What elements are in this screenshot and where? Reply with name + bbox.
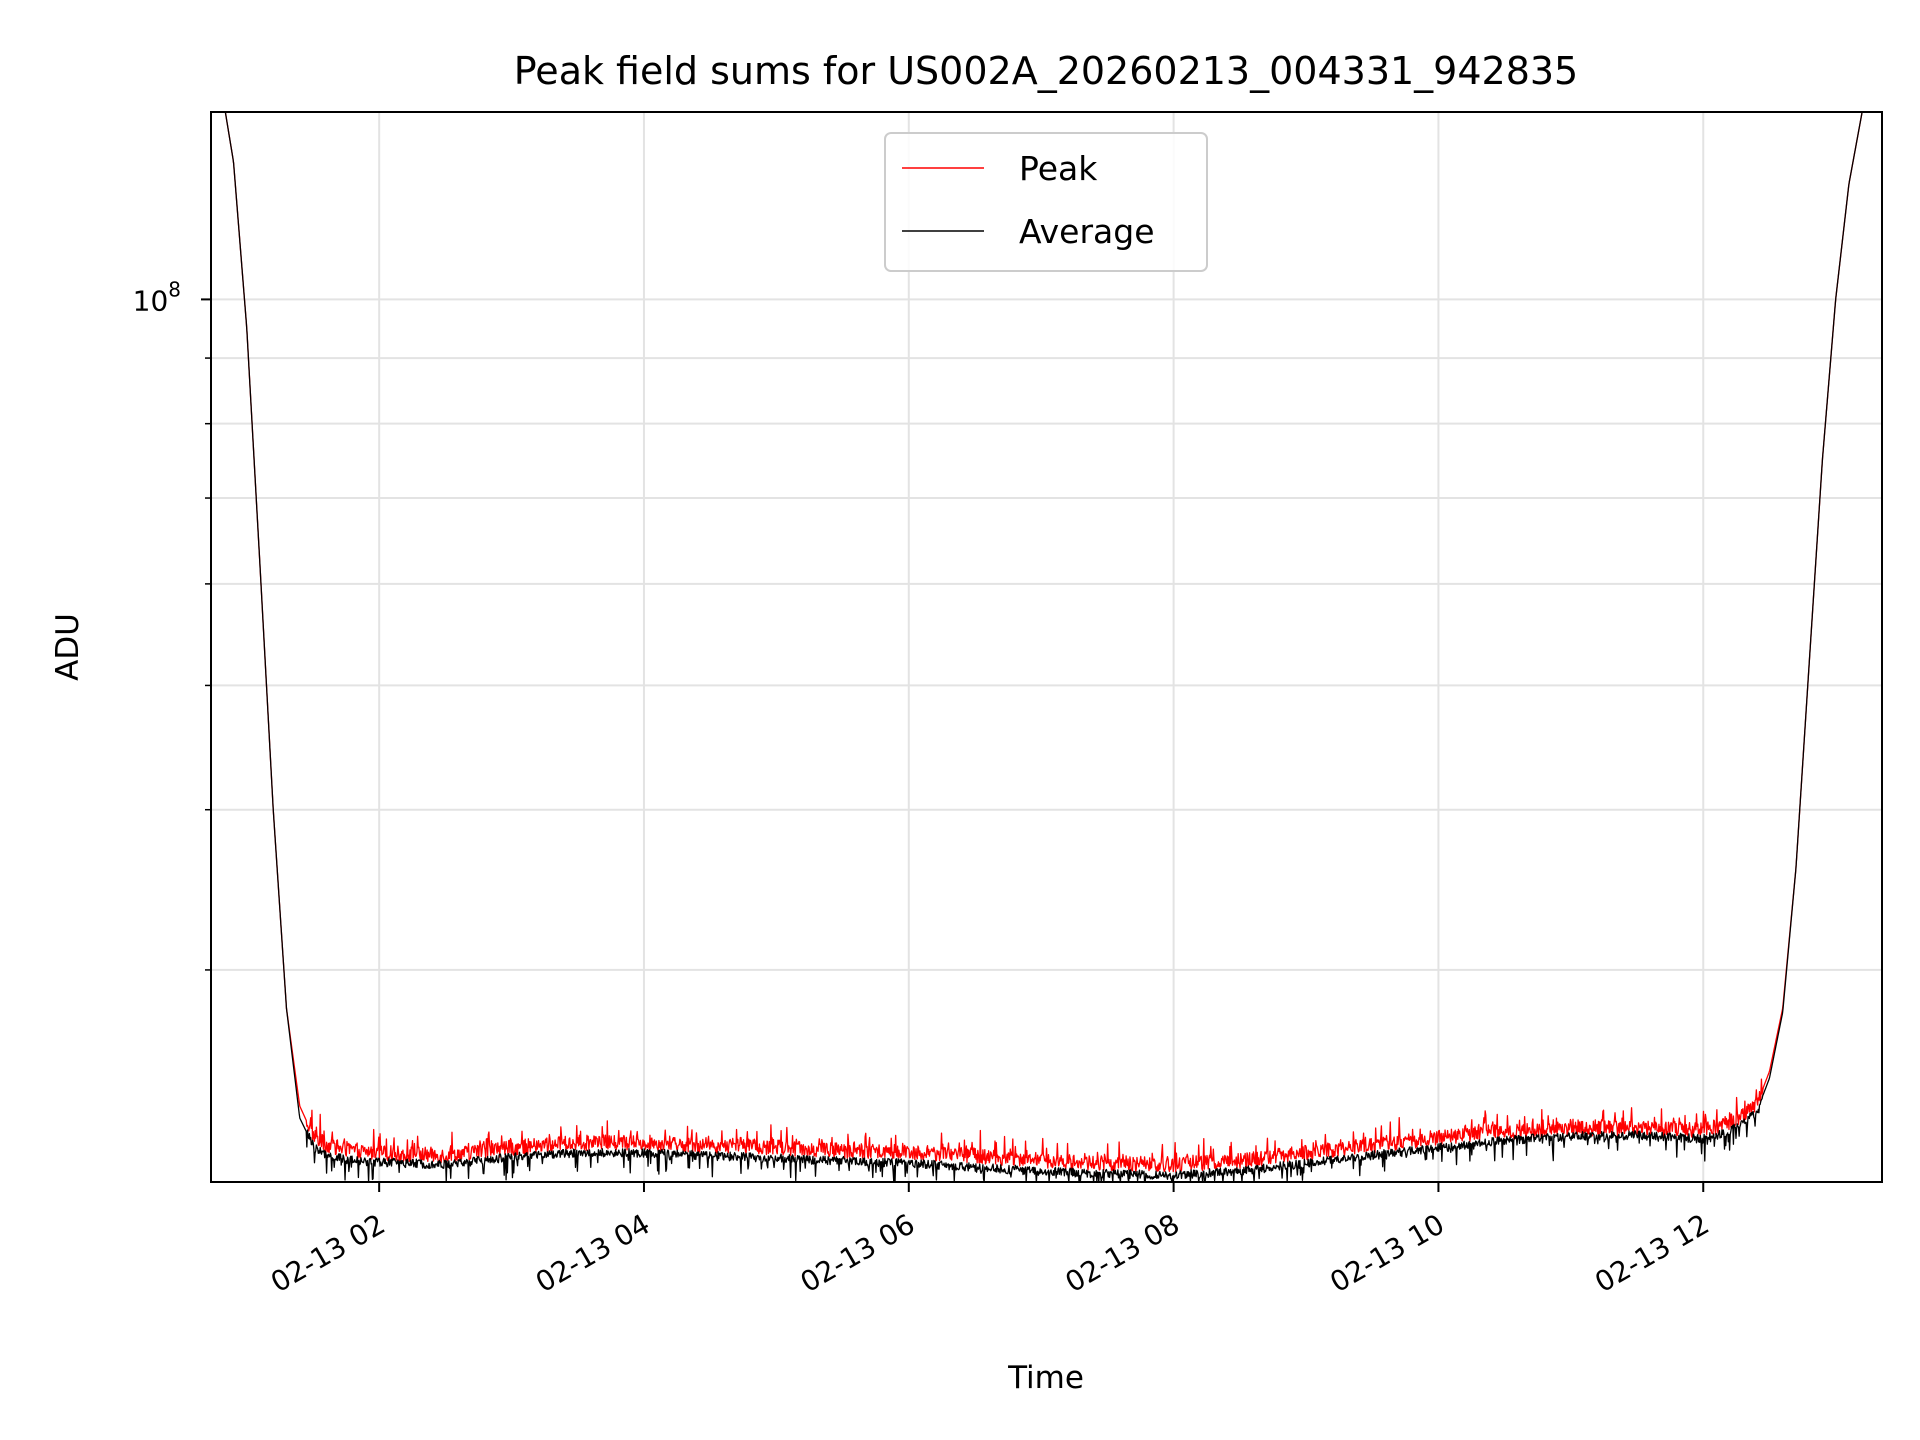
- y-tick-label-base: 10: [133, 284, 169, 317]
- series-layer: [220, 111, 1876, 1183]
- x-axis-label: Time: [1007, 1360, 1084, 1396]
- y-axis-label: ADU: [50, 613, 86, 681]
- chart-title: Peak field sums for US002A_20260213_0043…: [514, 49, 1578, 93]
- series-line-average: [220, 111, 1876, 1183]
- legend-peak-label: Peak: [1019, 149, 1098, 188]
- plot-area-frame: [210, 111, 1883, 1183]
- legend: Peak Average: [884, 132, 1208, 272]
- legend-average-label: Average: [1019, 212, 1155, 251]
- grid: [211, 112, 1882, 1182]
- y-tick-label: 108: [133, 277, 181, 317]
- series-line-peak: [220, 111, 1876, 1173]
- y-tick-label-exponent: 8: [168, 277, 181, 301]
